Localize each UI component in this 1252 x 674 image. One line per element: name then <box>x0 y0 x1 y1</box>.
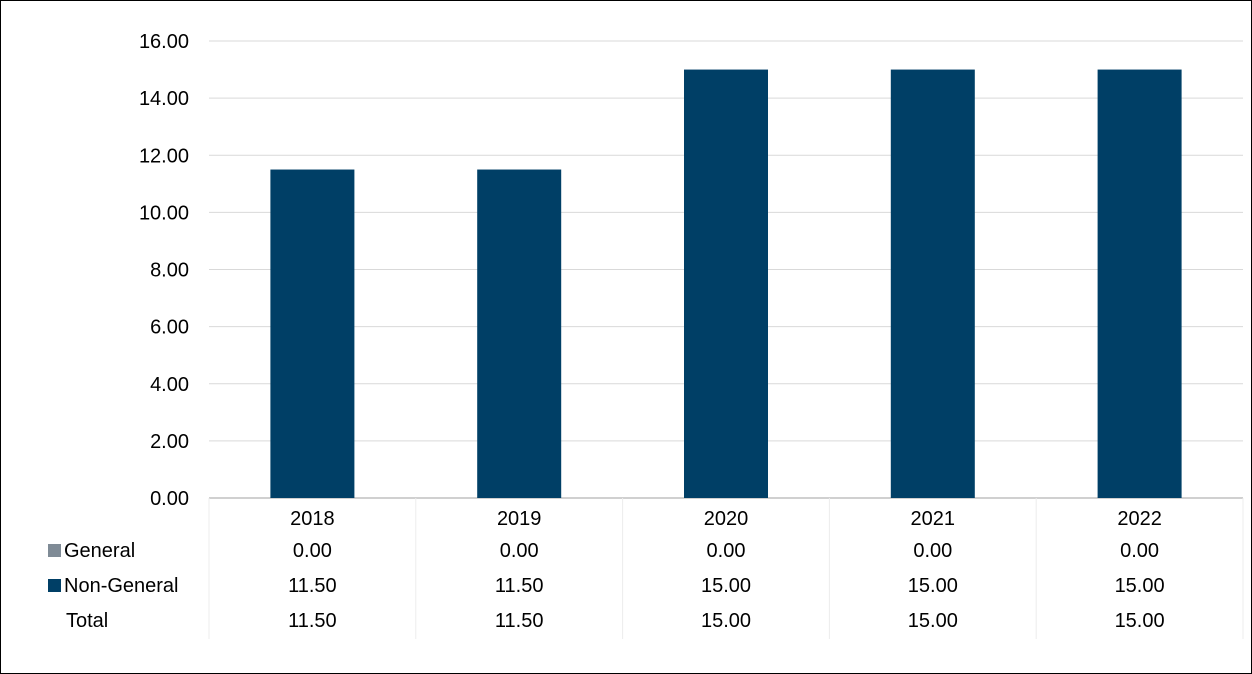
table-row-label: General <box>64 540 135 562</box>
x-category-label: 2019 <box>497 508 542 530</box>
y-tick-label: 12.00 <box>139 145 189 167</box>
legend-key-general <box>48 544 61 557</box>
table-row-label: Total <box>66 610 108 632</box>
bar-non-general-2018 <box>270 169 355 498</box>
y-tick-label: 2.00 <box>150 431 189 453</box>
y-tick-label: 16.00 <box>139 31 189 53</box>
y-tick-label: 10.00 <box>139 202 189 224</box>
y-tick-label: 6.00 <box>150 317 189 339</box>
data-table: 2018 2019 2020 2021 2022 General 0.00 0.00 0.00 0… <box>48 498 1244 639</box>
bar-non-general-2019 <box>477 169 562 498</box>
y-tick-label: 8.00 <box>150 260 189 282</box>
table-cell: 15.00 <box>908 575 958 597</box>
x-category-label: 2020 <box>704 508 749 530</box>
table-cell: 11.50 <box>288 610 337 632</box>
x-category-label: 2022 <box>1117 508 1162 530</box>
table-cell: 15.00 <box>1115 610 1165 632</box>
table-cell: 15.00 <box>1115 575 1165 597</box>
y-tick-label: 0.00 <box>150 488 189 510</box>
x-category-label: 2021 <box>911 508 956 530</box>
bar-non-general-2020 <box>684 69 768 498</box>
y-tick-label: 14.00 <box>139 88 189 110</box>
bar-non-general-2021 <box>890 69 975 498</box>
table-cell: 11.50 <box>495 575 544 597</box>
table-cell: 0.00 <box>1120 540 1159 562</box>
y-axis: 0.00 2.00 4.00 6.00 8.00 10.00 12.00 14.00 16.00 <box>139 31 189 510</box>
table-cell: 0.00 <box>707 540 746 562</box>
table-cell: 0.00 <box>500 540 539 562</box>
legend-key-non-general <box>48 579 61 592</box>
x-category-label: 2018 <box>290 508 335 530</box>
y-tick-label: 4.00 <box>150 374 189 396</box>
table-cell: 15.00 <box>908 610 958 632</box>
bar-non-general-2022 <box>1097 69 1182 498</box>
table-cell: 11.50 <box>288 575 337 597</box>
table-cell: 11.50 <box>495 610 544 632</box>
table-cell: 0.00 <box>913 540 952 562</box>
table-row-label: Non-General <box>64 575 179 597</box>
bars <box>270 69 1182 498</box>
table-cell: 0.00 <box>293 540 332 562</box>
table-cell: 15.00 <box>701 575 751 597</box>
table-cell: 15.00 <box>701 610 751 632</box>
